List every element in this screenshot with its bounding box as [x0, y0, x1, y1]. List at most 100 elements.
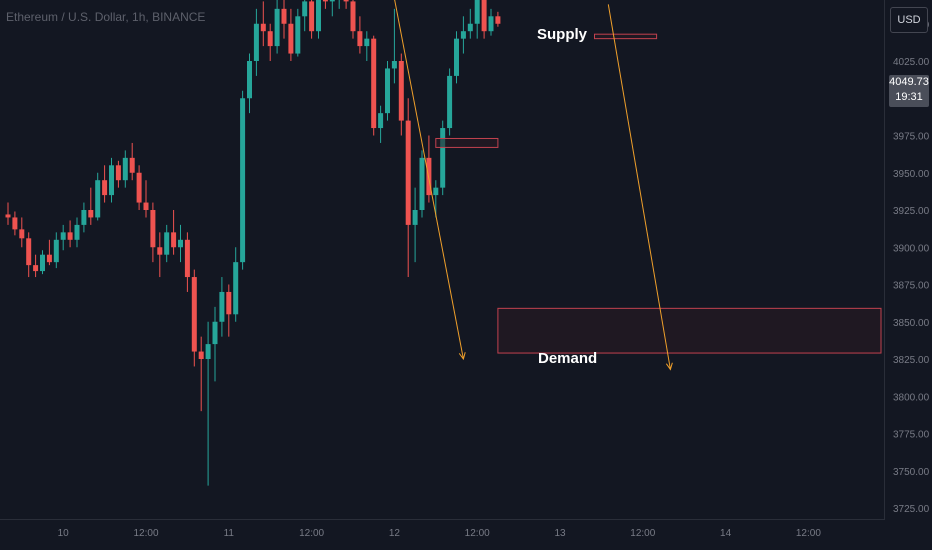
- candle-body: [219, 291, 225, 322]
- candle-body: [343, 0, 349, 2]
- candle: [385, 61, 390, 121]
- candle: [33, 254, 39, 278]
- candle-body: [357, 31, 363, 47]
- candle: [454, 31, 459, 84]
- candle-body: [378, 113, 384, 129]
- candle-body: [274, 8, 280, 47]
- candle-body: [240, 98, 246, 263]
- candle: [212, 306, 218, 382]
- time-tick-label: 12:00: [630, 528, 655, 539]
- demand-zone-label: Demand: [538, 350, 598, 367]
- candle-body: [467, 23, 473, 32]
- candle: [40, 250, 45, 275]
- candle: [26, 232, 32, 278]
- demand-zone[interactable]: [497, 307, 882, 354]
- arrow-line: [394, 0, 464, 360]
- candle-body: [302, 1, 308, 17]
- last-price-badge: 4049.73 19:31: [889, 75, 929, 107]
- candle-body: [40, 254, 45, 272]
- projection-arrow[interactable]: [607, 4, 673, 371]
- candle: [81, 202, 87, 233]
- candle: [338, 0, 340, 9]
- candle-body: [412, 210, 418, 225]
- candle-body: [309, 1, 315, 32]
- projection-arrow[interactable]: [391, 0, 466, 361]
- candle: [67, 220, 73, 248]
- time-tick-label: 12:00: [796, 528, 821, 539]
- candle-body: [385, 68, 390, 114]
- candle: [109, 157, 114, 203]
- candle: [274, 0, 280, 54]
- candle: [267, 23, 273, 61]
- candle-body: [67, 232, 73, 240]
- candle: [95, 172, 101, 221]
- time-tick-label: 12:00: [133, 528, 158, 539]
- candle-body: [295, 16, 301, 54]
- candle-body: [191, 277, 197, 352]
- time-axis[interactable]: 10 12:00 11 12:00 12 12:00 13 12:00 14 12:00: [58, 528, 822, 539]
- candle-body: [136, 172, 142, 203]
- candle-body: [233, 262, 239, 315]
- candle: [281, 0, 287, 39]
- level-zone[interactable]: [594, 33, 658, 40]
- time-tick-label: 13: [554, 528, 566, 539]
- candle-body: [433, 187, 439, 196]
- candles-layer: [5, 0, 501, 486]
- candle-body: [150, 210, 156, 248]
- level-zone[interactable]: [435, 137, 499, 148]
- time-tick-label: 12:00: [299, 528, 324, 539]
- bar-countdown: 19:31: [895, 91, 923, 103]
- price-tick-label: 3900.00: [893, 243, 930, 254]
- candle: [329, 0, 335, 17]
- candle-body: [81, 210, 87, 225]
- candle: [460, 16, 466, 54]
- candle: [115, 160, 121, 188]
- candle-body: [205, 344, 211, 359]
- candle: [88, 187, 94, 225]
- candle-body: [143, 202, 149, 210]
- candle: [405, 98, 411, 278]
- candle-body: [260, 23, 266, 32]
- candle-body: [198, 351, 204, 359]
- candle: [288, 8, 294, 61]
- candle-body: [267, 31, 273, 47]
- candle: [295, 8, 301, 57]
- time-tick-label: 14: [720, 528, 732, 539]
- currency-button[interactable]: USD: [890, 7, 928, 33]
- candle: [219, 277, 225, 337]
- candle: [419, 150, 425, 218]
- price-tick-label: 3875.00: [893, 281, 930, 292]
- price-tick-label: 3800.00: [893, 392, 930, 403]
- candle: [136, 165, 142, 210]
- candle-body: [405, 120, 411, 225]
- candle: [322, 0, 328, 9]
- candle-body: [184, 239, 190, 278]
- candle: [467, 8, 473, 39]
- candle-body: [288, 23, 294, 54]
- candle: [302, 0, 308, 32]
- time-tick-label: 12:00: [465, 528, 490, 539]
- price-tick-label: 3975.00: [893, 132, 930, 143]
- candle: [488, 8, 494, 36]
- candle: [226, 284, 232, 337]
- candle: [391, 8, 397, 84]
- price-tick-label: 3750.00: [893, 467, 930, 478]
- arrow-head: [458, 352, 466, 361]
- candle-body: [398, 61, 404, 121]
- candle-body: [281, 8, 287, 24]
- candle: [184, 232, 190, 292]
- candle-body: [440, 128, 446, 188]
- candle: [150, 202, 156, 263]
- candle: [316, 0, 321, 39]
- candle-body: [316, 0, 321, 32]
- arrow-head: [665, 362, 673, 371]
- candle-body: [60, 232, 66, 240]
- candle: [253, 8, 259, 76]
- candle-body: [109, 165, 114, 196]
- candle: [350, 0, 356, 39]
- candle-body: [488, 16, 494, 32]
- candle-body: [419, 157, 425, 210]
- price-tick-label: 3725.00: [893, 504, 930, 515]
- candle: [171, 210, 177, 255]
